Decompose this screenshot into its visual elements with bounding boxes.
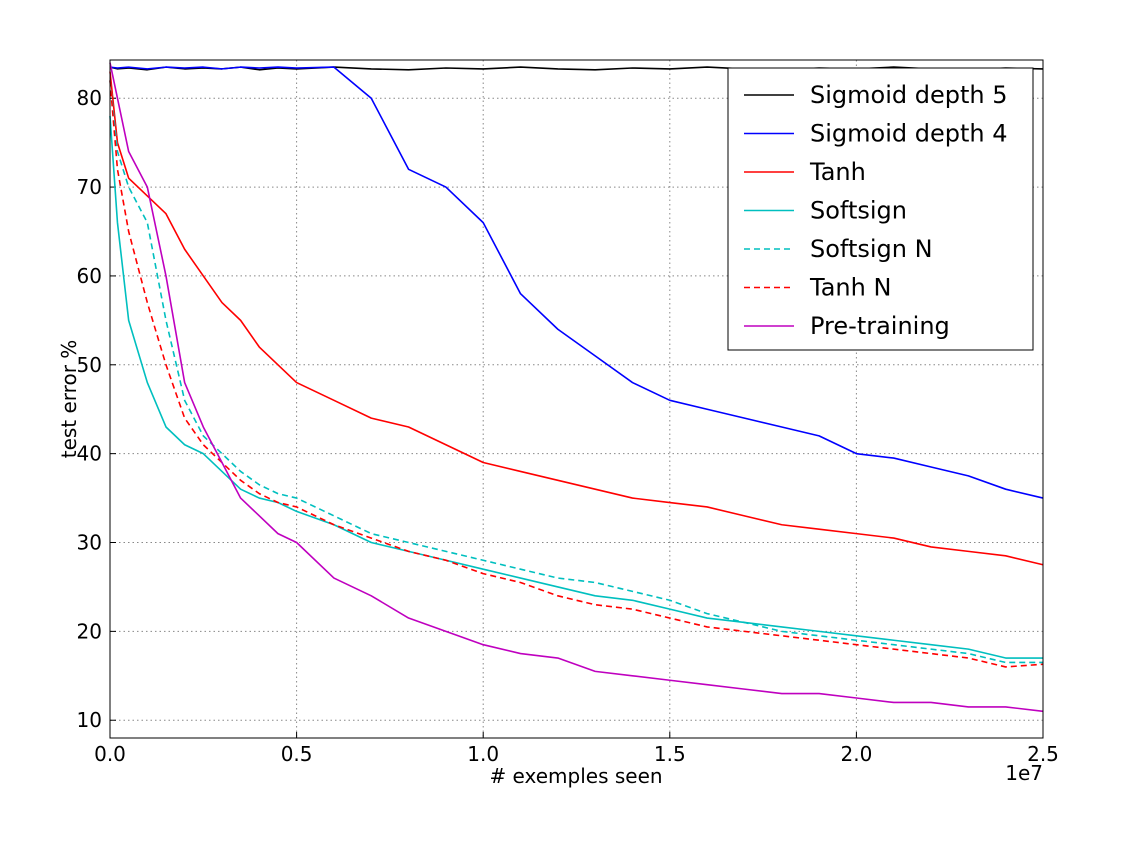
- x-tick-label: 1.0: [467, 742, 499, 766]
- y-tick-label: 10: [77, 708, 102, 732]
- x-tick-label: 0.0: [94, 742, 126, 766]
- legend-label: Tanh N: [809, 274, 891, 302]
- y-tick-label: 70: [77, 175, 102, 199]
- legend-label: Sigmoid depth 5: [810, 81, 1007, 109]
- y-axis-label: test error %: [57, 340, 81, 459]
- legend-label: Softsign: [810, 197, 907, 225]
- y-tick-label: 30: [77, 531, 102, 555]
- x-axis-label: # exemples seen: [489, 764, 662, 788]
- y-tick-label: 80: [77, 86, 102, 110]
- x-tick-label: 1.5: [654, 742, 686, 766]
- y-tick-label: 20: [77, 619, 102, 643]
- series-line: [109, 71, 1044, 566]
- legend-box: [727, 67, 1034, 351]
- legend-label: Tanh: [809, 158, 866, 186]
- y-tick-label: 50: [77, 353, 102, 377]
- x-tick-label: 2.0: [840, 742, 872, 766]
- series-line: [109, 80, 1044, 668]
- series-line: [109, 115, 1043, 659]
- legend-label: Softsign N: [810, 235, 933, 263]
- series-line: [109, 66, 1044, 499]
- legend-label: Sigmoid depth 4: [810, 120, 1007, 148]
- x-offset-label: 1e7: [1005, 761, 1043, 785]
- series-line: [109, 62, 1044, 713]
- legend-label: Pre-training: [810, 312, 950, 340]
- y-tick-label: 40: [77, 442, 102, 466]
- x-tick-label: 2.5: [1027, 742, 1059, 766]
- x-tick-label: 0.5: [281, 742, 313, 766]
- plot-frame: [109, 59, 1044, 739]
- y-tick-label: 60: [77, 264, 102, 288]
- series-line: [109, 80, 1043, 664]
